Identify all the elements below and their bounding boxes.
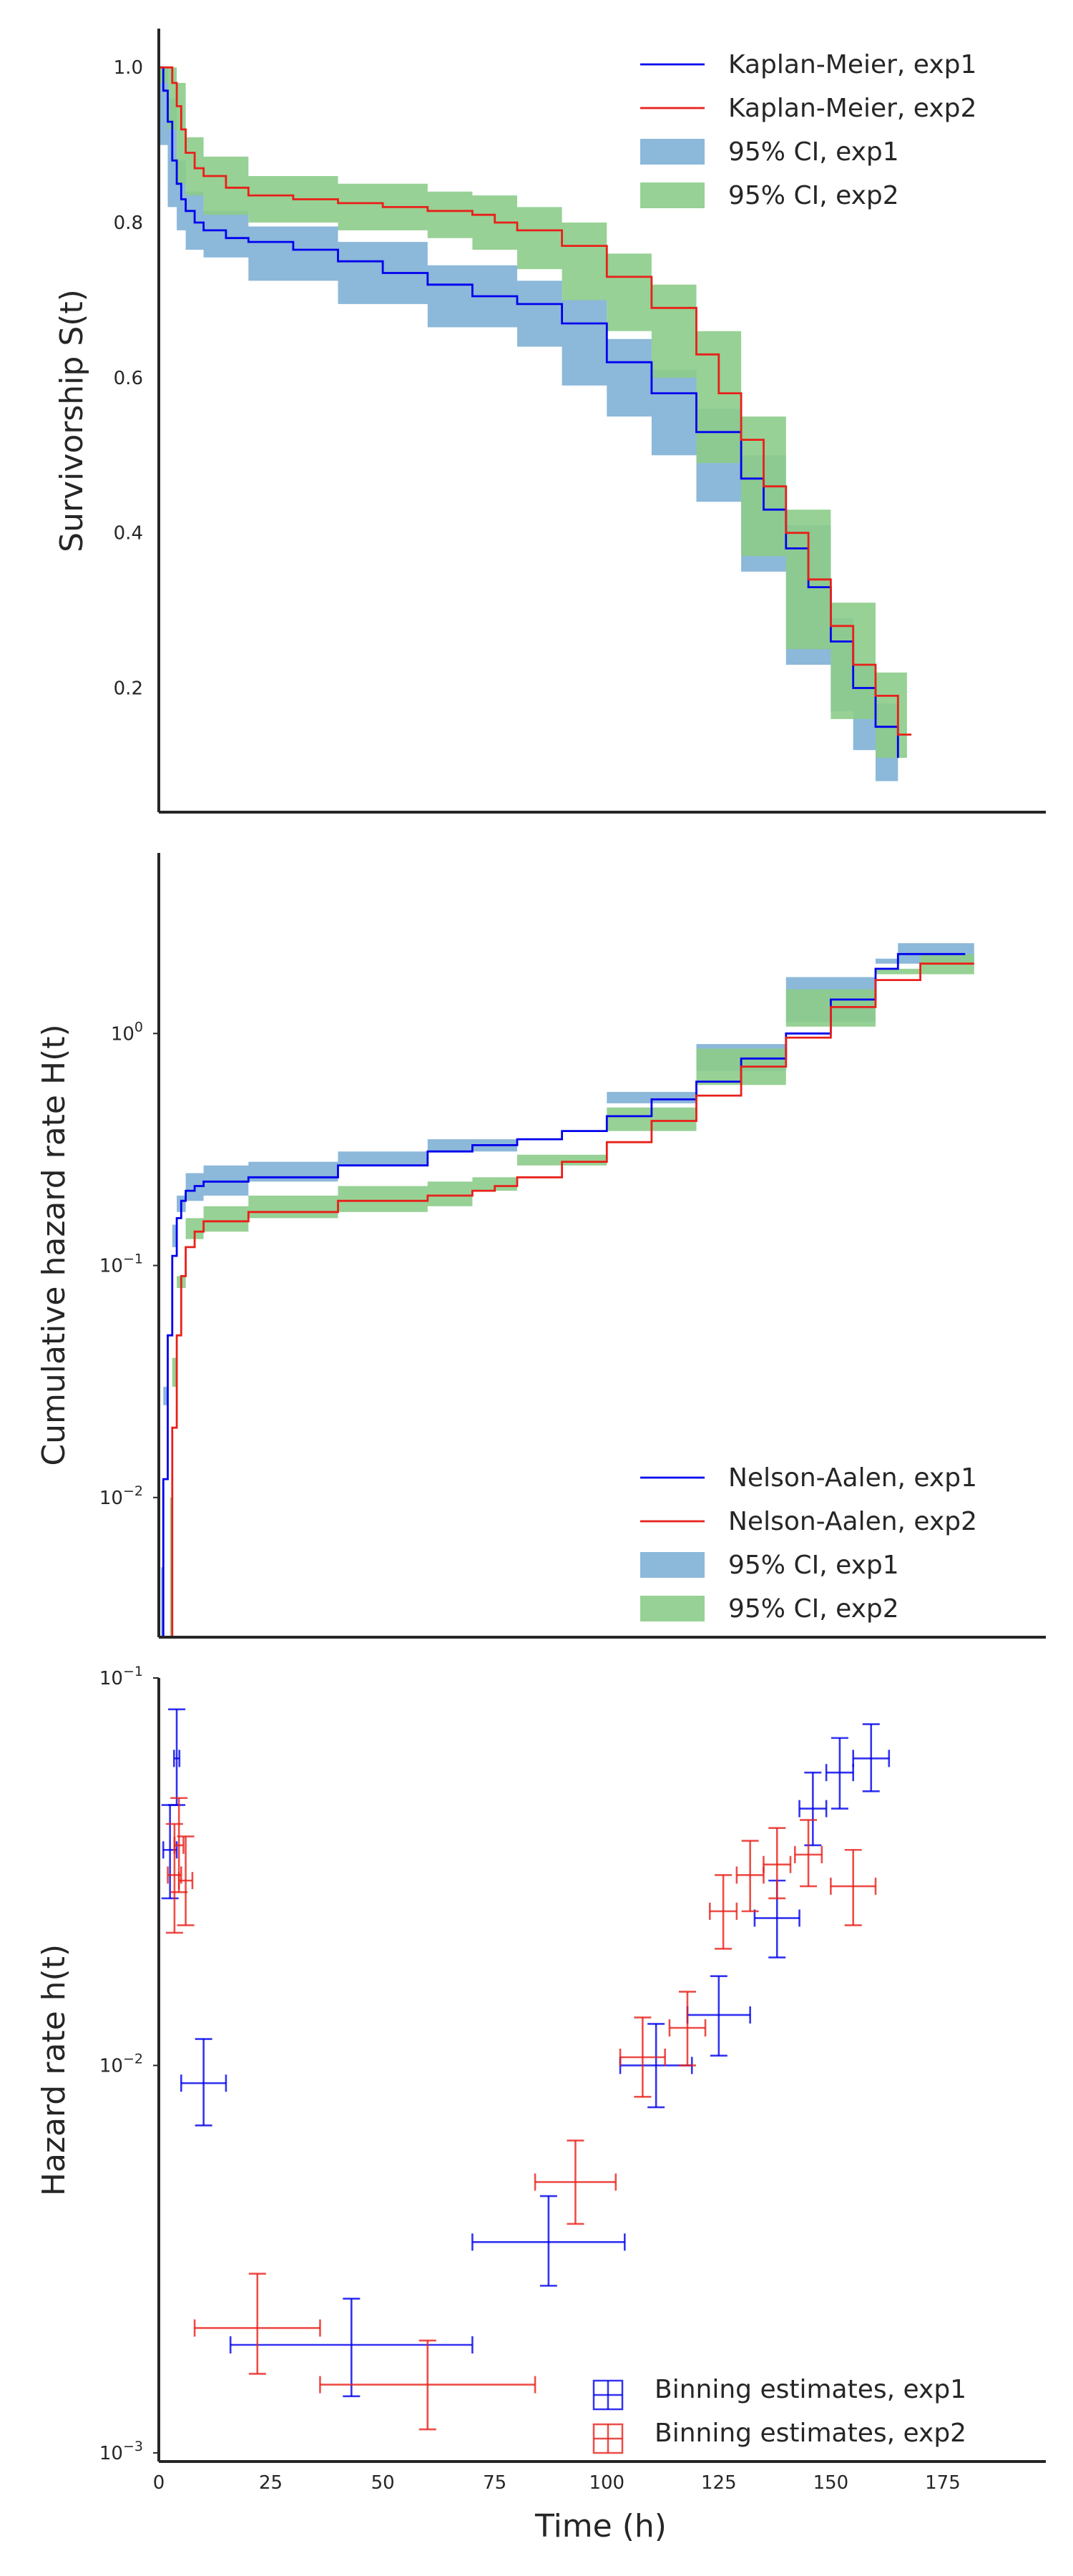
legend-entry-2: Kaplan-Meier, exp2: [640, 94, 976, 123]
hazard-rate-ticks: 10−3 10−2 10−1 0 25 50 75 100 125 150 175: [99, 1664, 961, 2494]
legend-entry-3: 95% CI, exp1: [640, 1551, 899, 1580]
binning-estimate-2-4: [193, 2273, 321, 2375]
binning-estimate-1-10: [825, 1737, 855, 1810]
binning-estimate-2-12: [793, 1819, 823, 1888]
legend-patch: [640, 1552, 705, 1578]
cumulative-hazard-ticks: 10−2 10−1 100: [99, 1019, 159, 1509]
y-tick-label-0: 0.2: [114, 678, 143, 700]
legend-entry-4: 95% CI, exp2: [640, 181, 899, 210]
binning-estimate-2-9: [709, 1874, 738, 1950]
hazard-rate-panel: 10−3 10−2 10−1 0 25 50 75 100 125 150 175 Hazard r…: [36, 1664, 1046, 2545]
x-axis-label: Time (h): [534, 2508, 667, 2545]
hazard-rate-legend: Binning estimates, exp1 Binning estimates…: [592, 2375, 966, 2454]
binning-estimate-1-7: [686, 1975, 751, 2057]
legend-label: Nelson-Aalen, exp1: [728, 1463, 977, 1493]
survivorship-lines: [159, 66, 912, 758]
ci-band-1: [159, 67, 898, 781]
legend-patch: [640, 1596, 705, 1621]
y-tick-label-1: 10−1: [99, 1252, 143, 1277]
ci-band-2: [159, 67, 907, 758]
series-line-1: [159, 66, 899, 758]
binning-estimate-1-4: [229, 2298, 474, 2398]
binning-estimate-2-8: [668, 1991, 707, 2067]
legend-patch: [640, 182, 705, 208]
legend-label: Kaplan-Meier, exp1: [728, 50, 976, 79]
y-tick-label-1: 10−2: [99, 2051, 143, 2077]
survivorship-panel: 0.2 0.4 0.6 0.8 1.0 Survivorship S(t) Kaplan…: [54, 29, 1046, 814]
survivorship-legend: Kaplan-Meier, exp1 Kaplan-Meier, exp2 95% …: [640, 50, 976, 210]
legend-label: 95% CI, exp2: [728, 181, 899, 210]
survivorship-y-label: Survivorship S(t): [54, 289, 90, 552]
binning-estimate-1-5: [471, 2195, 626, 2287]
binning-estimate-2-7: [619, 2016, 666, 2098]
binning-estimate-1-3: [180, 2038, 227, 2127]
binning-estimate-1-9: [798, 1771, 828, 1847]
legend-entry-2: Nelson-Aalen, exp2: [640, 1507, 977, 1536]
x-tick-label-3: 75: [483, 2472, 506, 2494]
legend-entry-2: Binning estimates, exp2: [592, 2419, 966, 2454]
y-tick-label-2: 100: [111, 1019, 143, 1045]
y-tick-label-0: 10−2: [99, 1483, 143, 1509]
series-line-2: [159, 66, 912, 736]
cumulative-hazard-lines: [161, 952, 974, 1637]
y-tick-label-4: 1.0: [114, 57, 143, 79]
y-tick-label-2: 0.6: [114, 368, 143, 389]
legend-label: Binning estimates, exp2: [655, 2419, 966, 2448]
binning-estimate-1-11: [852, 1723, 891, 1792]
legend-label: 95% CI, exp1: [728, 137, 899, 167]
legend-label: 95% CI, exp2: [728, 1594, 899, 1624]
binning-estimate-1-1: [161, 1804, 179, 1900]
series-line-2: [170, 962, 974, 1637]
binning-estimate-2-6: [534, 2140, 617, 2225]
legend-entry-1: Binning estimates, exp1: [592, 2375, 966, 2411]
hazard-rate-y-label: Hazard rate h(t): [36, 1944, 72, 2196]
legend-patch: [640, 139, 705, 165]
y-tick-label-1: 0.4: [114, 523, 143, 545]
survivorship-ticks: 0.2 0.4 0.6 0.8 1.0: [114, 57, 143, 699]
legend-entry-1: Kaplan-Meier, exp1: [640, 50, 976, 79]
legend-entry-4: 95% CI, exp2: [640, 1594, 899, 1624]
legend-label: Nelson-Aalen, exp2: [728, 1507, 977, 1536]
binning-estimate-2-5: [319, 2339, 536, 2431]
y-tick-label-3: 0.8: [114, 213, 143, 234]
hazard-rate-points: [161, 1708, 891, 2431]
cumulative-hazard-legend: Nelson-Aalen, exp1 Nelson-Aalen, exp2 95% …: [640, 1463, 977, 1624]
x-tick-label-0: 0: [153, 2472, 165, 2494]
x-tick-label-6: 150: [813, 2472, 849, 2494]
binning-estimate-2-11: [763, 1827, 792, 1900]
x-tick-label-4: 100: [589, 2472, 624, 2494]
legend-label: 95% CI, exp1: [728, 1551, 899, 1580]
survivorship-ci-bands: [159, 67, 907, 781]
x-tick-label-7: 175: [925, 2472, 961, 2494]
binning-estimate-2-3: [177, 1835, 195, 1926]
legend-entry-3: 95% CI, exp1: [640, 137, 899, 167]
y-tick-label-2: 10−1: [99, 1664, 143, 1689]
x-tick-label-1: 25: [259, 2472, 283, 2494]
cumulative-hazard-y-label: Cumulative hazard rate H(t): [36, 1024, 72, 1465]
binning-estimate-2-2: [170, 1797, 188, 1893]
x-tick-label-5: 125: [701, 2472, 737, 2494]
y-tick-label-0: 10−3: [99, 2439, 143, 2464]
legend-label: Binning estimates, exp1: [655, 2375, 966, 2404]
binning-estimate-1-2: [168, 1708, 186, 1806]
legend-label: Kaplan-Meier, exp2: [728, 94, 976, 123]
legend-entry-1: Nelson-Aalen, exp1: [640, 1463, 977, 1493]
binning-estimate-2-10: [735, 1840, 765, 1913]
x-tick-label-2: 50: [371, 2472, 395, 2494]
binning-estimate-2-13: [830, 1848, 877, 1926]
